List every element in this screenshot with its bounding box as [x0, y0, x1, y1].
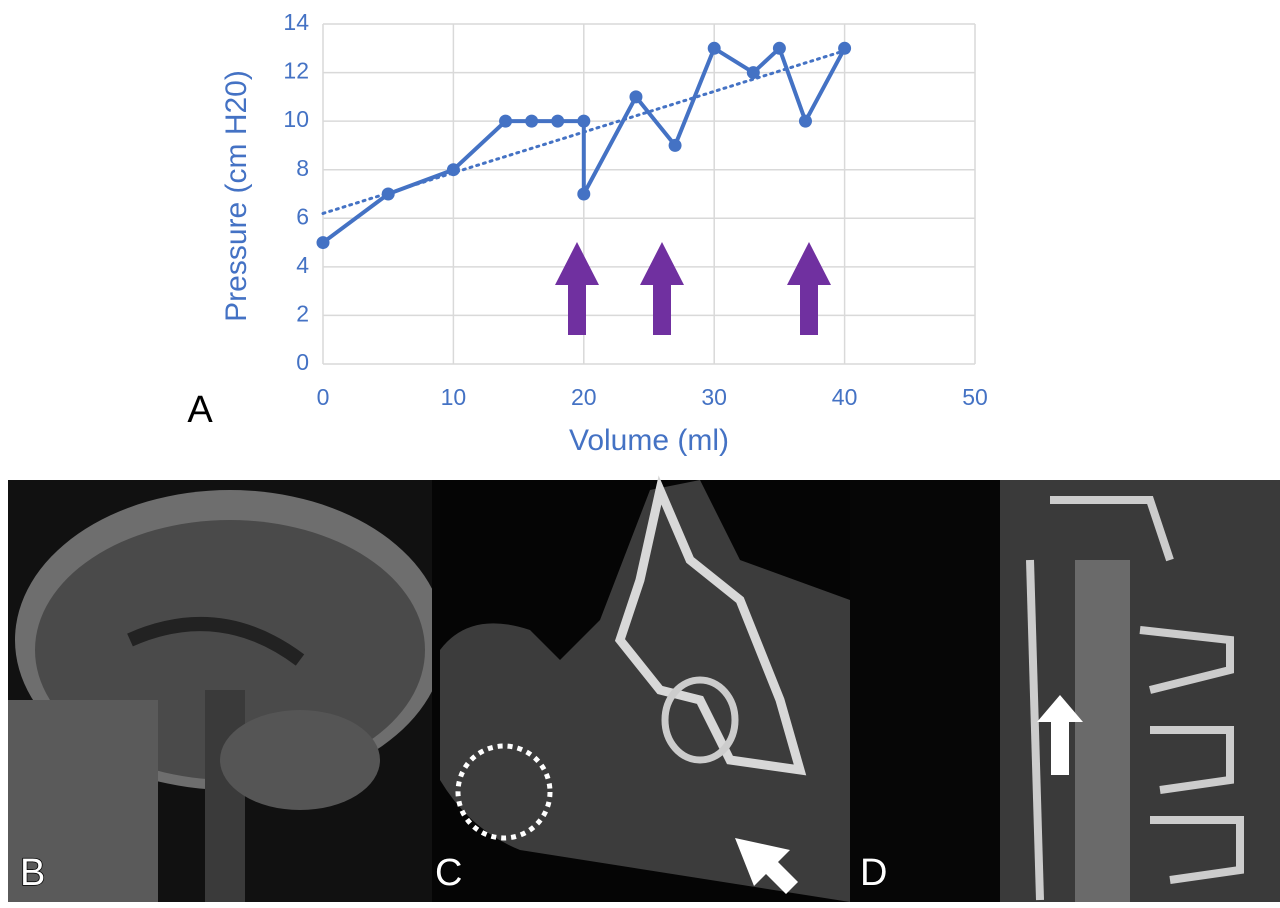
panel-label: B: [20, 852, 45, 894]
data-point: [838, 41, 852, 55]
y-tick-label: 6: [296, 203, 309, 229]
y-tick-label: 10: [283, 106, 309, 132]
data-point: [316, 236, 330, 250]
panel-label: A: [187, 389, 213, 431]
y-tick-label: 12: [283, 58, 309, 84]
data-point: [707, 41, 721, 55]
soft-tissue: [1000, 480, 1280, 902]
data-point: [577, 114, 591, 128]
ct-sagittal-image: [850, 480, 1280, 902]
data-point: [772, 41, 786, 55]
data-point: [798, 114, 812, 128]
brainstem: [205, 690, 245, 902]
x-tick-label: 40: [832, 384, 858, 410]
y-tick-label: 2: [296, 301, 309, 327]
arrow: [640, 242, 684, 335]
x-tick-label: 50: [962, 384, 988, 410]
data-point: [629, 90, 643, 104]
arrow: [555, 242, 599, 335]
plot-area: 0 2 4 6 8 10 12 14 0 10 20 30 40 50: [283, 9, 987, 410]
arrow: [787, 242, 831, 335]
cerebellum: [220, 710, 380, 810]
x-tick-label: 30: [701, 384, 727, 410]
bone: [614, 475, 807, 776]
bone: [1150, 816, 1244, 884]
white-arrow: [1037, 695, 1083, 775]
soft-tissue: [440, 480, 850, 902]
x-tick-label: 0: [317, 384, 330, 410]
mri-image: [8, 480, 445, 902]
panel-label: D: [860, 852, 887, 894]
y-tick-label: 8: [296, 155, 309, 181]
spinal-canal: [1075, 560, 1130, 902]
y-axis-title: Pressure (cm H20): [220, 70, 253, 322]
white-arrow: [735, 838, 798, 894]
bone: [1150, 726, 1234, 794]
data-point: [499, 114, 513, 128]
y-tick-label: 4: [296, 252, 309, 278]
y-tick-label: 14: [283, 9, 309, 35]
corpus-callosum: [127, 617, 305, 666]
face: [8, 700, 158, 902]
panel-label: C: [435, 852, 462, 894]
data-point: [525, 114, 539, 128]
bone: [1050, 496, 1174, 562]
vertebrae: [1026, 496, 1244, 901]
data-point: [746, 66, 760, 80]
x-tick-label: 10: [441, 384, 467, 410]
x-tick-label: 20: [571, 384, 597, 410]
dotted-circle: [455, 743, 553, 841]
x-axis-title: Volume (ml): [569, 424, 729, 457]
annotation-arrows: [555, 242, 831, 335]
bone: [1139, 626, 1234, 694]
bone: [1026, 559, 1044, 901]
ct-axial-image: [432, 475, 850, 902]
data-point: [668, 138, 682, 152]
vertebral-foramen: [661, 676, 739, 764]
data-point: [381, 187, 395, 201]
data-point: [551, 114, 565, 128]
y-tick-label: 0: [296, 349, 309, 375]
data-point: [446, 163, 460, 177]
data-point: [577, 187, 591, 201]
